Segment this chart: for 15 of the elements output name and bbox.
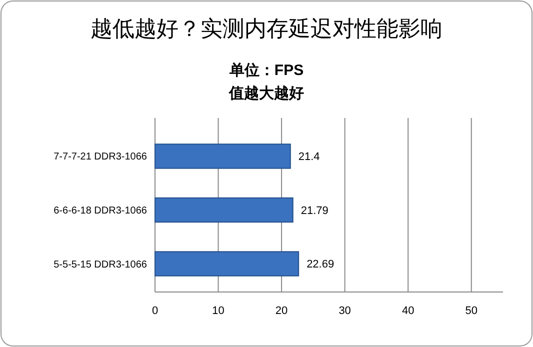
x-tick-label: 10 <box>212 305 224 317</box>
x-tick-label: 30 <box>338 305 351 317</box>
chart-title: 越低越好？实测内存延迟对性能影响 <box>90 17 442 42</box>
data-label: 22.69 <box>306 258 334 271</box>
x-tick-label: 20 <box>275 305 288 317</box>
x-tick-label: 0 <box>152 305 158 317</box>
y-tick-label: 6-6-6-18 DDR3-1066 <box>54 206 148 216</box>
text: 值越大越好 <box>228 85 304 102</box>
y-tick-label: 5-5-5-15 DDR3-1066 <box>54 259 148 270</box>
chart-subtitle: 单位：FPS <box>228 62 304 79</box>
x-tick-label: 40 <box>402 305 414 317</box>
data-label: 21.4 <box>298 151 320 164</box>
x-tick-label: 50 <box>465 305 478 317</box>
y-tick-label: 7-7-7-21 DDR3-1066 <box>54 152 148 163</box>
data-label: 21.79 <box>300 204 328 217</box>
